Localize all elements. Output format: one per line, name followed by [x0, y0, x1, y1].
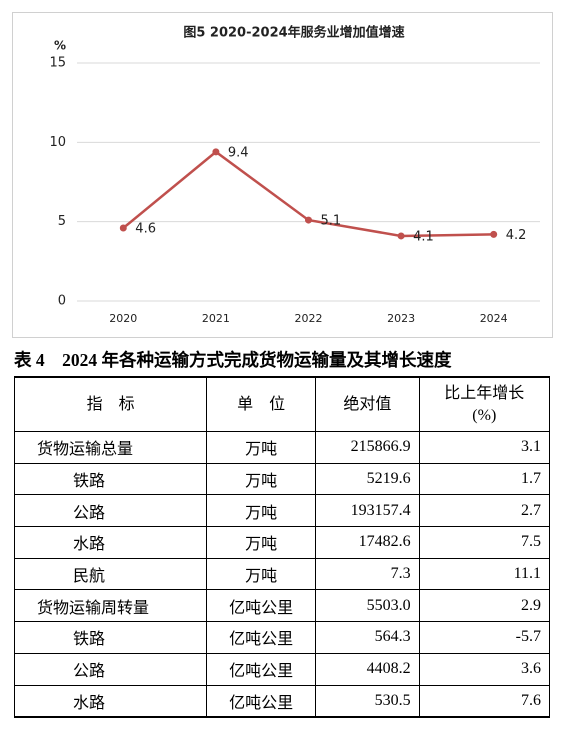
data-label: 4.2 [506, 228, 527, 243]
header-cell: 单 位 [206, 376, 317, 432]
table-cell: 11.1 [418, 557, 551, 591]
header-cell: 比上年增长 (%) [418, 376, 551, 432]
table-cell: 215866.9 [315, 431, 420, 464]
x-tick-label: 2022 [295, 312, 323, 325]
table-row: 水路 亿吨公里 530.5 7.6 [13, 684, 551, 718]
table-cell: 货物运输总量 [13, 431, 208, 464]
table-row: 公路 亿吨公里 4408.2 3.6 [13, 652, 551, 686]
table-cell: 水路 [13, 526, 208, 559]
table-cell: 铁路 [13, 462, 208, 496]
table-cell: 公路 [13, 652, 208, 686]
table-cell: 7.6 [418, 684, 551, 718]
y-axis-unit: % [54, 39, 66, 53]
point [305, 216, 312, 224]
point [490, 230, 498, 238]
x-tick-label: 2023 [387, 312, 415, 325]
table-cell: 1.7 [418, 462, 551, 496]
point [212, 148, 220, 156]
table-cell: 3.6 [418, 652, 551, 686]
table-cell: 564.3 [315, 621, 420, 654]
table-row: 铁路 万吨 5219.6 1.7 [13, 462, 551, 496]
table-cell: 万吨 [206, 431, 317, 464]
table-cell: 7.3 [315, 557, 420, 591]
table-cell: 民航 [13, 557, 208, 591]
header-row: 指 标单 位绝对值 比上年增长 (%) [13, 376, 551, 432]
table-cell: 水路 [13, 684, 208, 718]
y-tick-label: 5 [58, 214, 66, 229]
table-cell: 亿吨公里 [206, 684, 317, 718]
table-cell: 万吨 [206, 557, 317, 591]
data-label: 4.1 [413, 229, 434, 244]
table-title: 表 4 2024 年各种运输方式完成货物运输量及其增长速度 [14, 350, 452, 370]
data-label: 5.1 [321, 214, 342, 229]
table-cell: 530.5 [315, 684, 420, 718]
table-cell: 7.5 [418, 526, 551, 559]
table-row: 水路 万吨 17482.6 7.5 [13, 526, 551, 559]
table-cell: 5219.6 [315, 462, 420, 496]
table-cell: 亿吨公里 [206, 652, 317, 686]
table-cell: 货物运输周转量 [13, 589, 208, 623]
table-cell: 3.1 [418, 431, 551, 464]
header-cell: 绝对值 [315, 376, 420, 432]
table-cell: 万吨 [206, 462, 317, 496]
table-cell: 193157.4 [315, 494, 420, 528]
table-row: 民航 万吨 7.3 11.1 [13, 557, 551, 591]
table-cell: 5503.0 [315, 589, 420, 623]
x-tick-label: 2020 [109, 312, 137, 325]
point [397, 232, 405, 240]
table-cell: 铁路 [13, 621, 208, 654]
point [119, 224, 127, 232]
x-tick-label: 2024 [480, 312, 508, 325]
table-cell: 4408.2 [315, 652, 420, 686]
data-label: 9.4 [228, 145, 249, 160]
table-cell: 万吨 [206, 494, 317, 528]
y-tick-label: 0 [58, 294, 66, 309]
table-cell: 亿吨公里 [206, 589, 317, 623]
chart-title: 图5 2020-2024年服务业增加值增速 [183, 25, 404, 41]
header-cell: 指 标 [13, 376, 208, 432]
table-row: 货物运输周转量 亿吨公里 5503.0 2.9 [13, 589, 551, 623]
table-cell: 亿吨公里 [206, 621, 317, 654]
y-tick-label: 10 [49, 135, 66, 150]
table-cell: 公路 [13, 494, 208, 528]
x-tick-label: 2021 [202, 312, 230, 325]
table-cell: -5.7 [418, 621, 551, 654]
table-row: 铁路 亿吨公里 564.3 -5.7 [13, 621, 551, 654]
data-table: 指 标单 位绝对值 比上年增长 (%) 货物运输总量 万吨 215866.9 3.1 铁路… [13, 376, 551, 719]
chart: 图5 2020-2024年服务业增加值增速 % 0 5 10 15 2020 2021 20… [12, 12, 553, 338]
table-cell: 2.9 [418, 589, 551, 623]
table-cell: 17482.6 [315, 526, 420, 559]
chart-frame [12, 12, 553, 338]
data-label: 4.6 [135, 222, 156, 237]
table-row: 公路 万吨 193157.4 2.7 [13, 494, 551, 528]
table-cell: 2.7 [418, 494, 551, 528]
y-tick-label: 15 [49, 56, 66, 71]
table-cell: 万吨 [206, 526, 317, 559]
table-row: 货物运输总量 万吨 215866.9 3.1 [13, 431, 551, 464]
